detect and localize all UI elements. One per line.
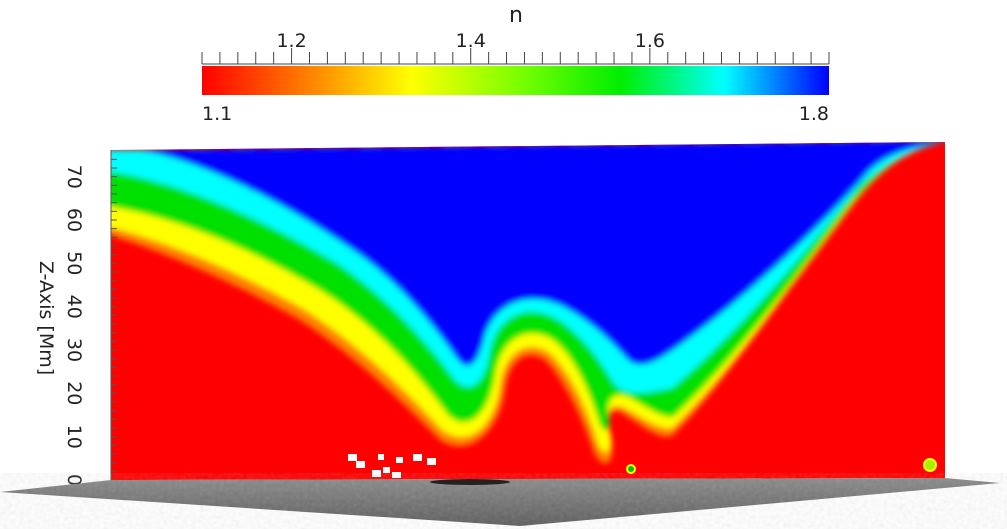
y-tick-label: 20: [63, 381, 85, 405]
band-blue: [111, 142, 945, 366]
y-tick-label: 60: [63, 208, 85, 232]
marker: [383, 467, 390, 473]
colorbar-max-label: 1.8: [799, 103, 829, 125]
marker: [396, 457, 403, 463]
colorbar-major-labels: 1.2 1.4 1.6: [276, 30, 665, 52]
y-axis: 0 10 20 30 40 50 60 70 Z-Axis [Mm]: [35, 150, 117, 486]
base-markers: [348, 454, 436, 478]
density-bands: [111, 142, 945, 464]
marker: [392, 472, 401, 478]
surface-dark-spot: [430, 479, 510, 485]
y-tick-label: 40: [63, 295, 85, 319]
y-tick-label: 70: [63, 165, 85, 189]
colorbar-min-label: 1.1: [202, 103, 232, 125]
marker: [378, 454, 384, 460]
plot-area: [111, 142, 945, 480]
small-feature-2: [923, 458, 937, 472]
y-tick-label: 30: [63, 338, 85, 362]
ground-surface: [0, 478, 1000, 526]
marker: [427, 458, 436, 465]
marker: [413, 454, 422, 461]
y-axis-label: Z-Axis [Mm]: [35, 261, 57, 375]
colorbar-tick-label: 1.2: [276, 30, 306, 52]
colorbar-tick-label: 1.4: [456, 30, 486, 52]
colorbar: n 1.2 1.4 1.6 1.1 1.8: [201, 3, 830, 125]
small-feature-1: [626, 464, 636, 474]
colorbar-title: n: [509, 3, 523, 28]
marker: [348, 454, 357, 461]
colorbar-bar: [202, 66, 829, 95]
y-tick-label: 10: [63, 425, 85, 449]
y-tick-label: 50: [63, 251, 85, 275]
marker: [372, 470, 381, 477]
surface-texture: [0, 478, 1000, 526]
colorbar-minor-ticks: [201, 48, 830, 64]
colorbar-tick-label: 1.6: [635, 30, 665, 52]
y-ticks: 0 10 20 30 40 50 60 70: [63, 158, 117, 486]
marker: [356, 461, 365, 468]
y-tick-label: 0: [63, 474, 85, 486]
